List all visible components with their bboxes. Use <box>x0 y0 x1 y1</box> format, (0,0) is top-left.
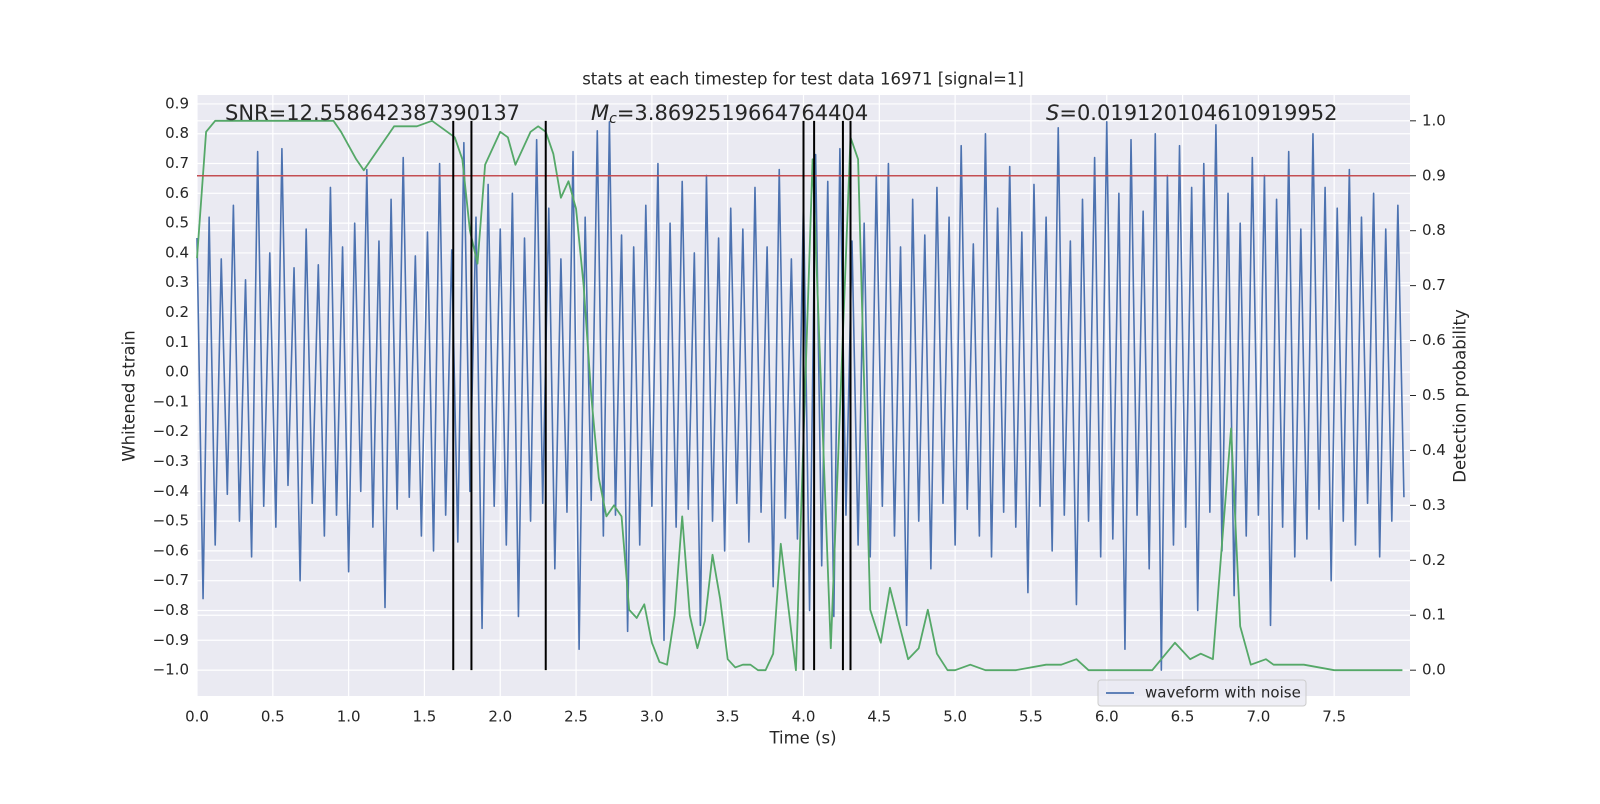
annotation: S=0.019120104610919952 <box>1046 101 1337 125</box>
x-tick-label: 2.5 <box>564 708 588 726</box>
y-tick-label: 0.7 <box>165 154 189 172</box>
x-tick-label: 1.0 <box>337 708 361 726</box>
x-tick-label: 1.5 <box>413 708 437 726</box>
y-tick-label: −1.0 <box>153 661 189 679</box>
annotation: SNR=12.558642387390137 <box>225 101 520 125</box>
y-tick-label: −0.2 <box>153 422 189 440</box>
x-tick-label: 5.5 <box>1019 708 1043 726</box>
y-tick-label: 0.8 <box>165 124 189 142</box>
annotation-text: =0.019120104610919952 <box>1059 101 1337 125</box>
annotation: Mc=3.8692519664764404 <box>591 101 868 127</box>
y-tick-label: 0.3 <box>165 273 189 291</box>
annotation-text: SNR=12.558642387390137 <box>225 101 520 125</box>
x-tick-label: 7.5 <box>1322 708 1346 726</box>
y-tick-label: −0.3 <box>153 452 189 470</box>
annotation-text: =3.8692519664764404 <box>617 101 868 125</box>
y-tick-label: −0.7 <box>153 571 189 589</box>
legend-box <box>1097 679 1307 707</box>
y2-tick-label: 0.7 <box>1422 276 1446 294</box>
y-tick-label: 0.5 <box>165 214 189 232</box>
y2-axis-label: Detection probability <box>1451 309 1470 483</box>
legend-label: waveform with noise <box>1145 684 1301 702</box>
y2-tick-label: 0.2 <box>1422 551 1446 569</box>
y2-tick-label: 1.0 <box>1422 111 1446 129</box>
annotation-subscript: c <box>609 111 617 127</box>
x-tick-label: 0.5 <box>261 708 285 726</box>
x-tick-label: 3.0 <box>640 708 664 726</box>
x-tick-label: 4.5 <box>867 708 891 726</box>
y-tick-label: 0.1 <box>165 333 189 351</box>
y2-tick-label: 0.8 <box>1422 221 1446 239</box>
y-axis-label: Whitened strain <box>120 330 139 461</box>
y-tick-label: 0.6 <box>165 184 189 202</box>
waveform-line <box>196 121 1405 671</box>
y-tick-label: −0.5 <box>153 512 189 530</box>
y-tick-label: −0.9 <box>153 631 189 649</box>
y-tick-label: 0.9 <box>165 94 189 112</box>
y2-tick-label: 0.3 <box>1422 496 1446 514</box>
x-tick-label: 5.0 <box>943 708 967 726</box>
x-tick-label: 6.0 <box>1095 708 1119 726</box>
annotation-symbol: S <box>1046 101 1059 125</box>
y-tick-label: −0.1 <box>153 392 189 410</box>
y-tick-label: −0.6 <box>153 541 189 559</box>
y-tick-label: 0.4 <box>165 243 189 261</box>
y2-tick-label: 0.4 <box>1422 441 1446 459</box>
y2-tick-label: 0.0 <box>1422 661 1446 679</box>
annotation-symbol: M <box>591 101 609 125</box>
y2-tick-label: 0.5 <box>1422 386 1446 404</box>
x-tick-label: 6.5 <box>1171 708 1195 726</box>
y-tick-label: −0.8 <box>153 601 189 619</box>
x-axis-label: Time (s) <box>768 729 836 748</box>
y-tick-label: 0.0 <box>165 363 189 381</box>
y2-tick-label: 0.1 <box>1422 606 1446 624</box>
x-tick-label: 7.0 <box>1246 708 1270 726</box>
x-tick-label: 3.5 <box>716 708 740 726</box>
x-tick-label: 4.0 <box>792 708 816 726</box>
probability-line <box>196 119 1403 672</box>
y2-tick-label: 0.9 <box>1422 166 1446 184</box>
chart-title: stats at each timestep for test data 169… <box>582 70 1024 89</box>
y2-tick-label: 0.6 <box>1422 331 1446 349</box>
x-tick-label: 0.0 <box>185 708 209 726</box>
y-tick-label: 0.2 <box>165 303 189 321</box>
y-tick-label: −0.4 <box>153 482 189 500</box>
x-tick-label: 2.0 <box>488 708 512 726</box>
